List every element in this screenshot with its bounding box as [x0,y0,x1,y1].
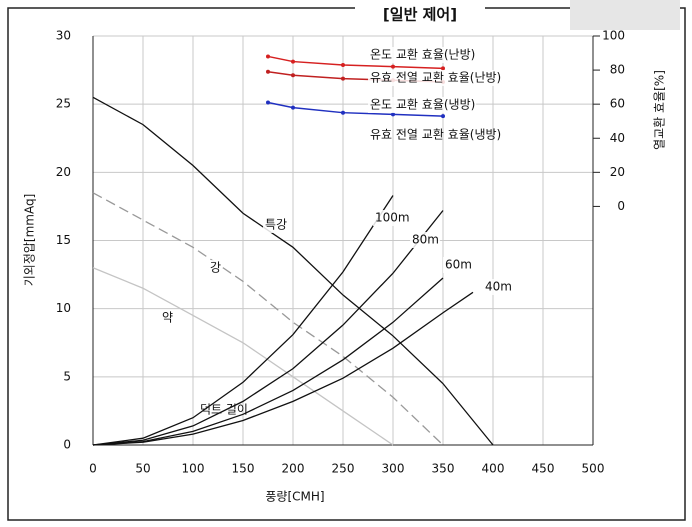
x-tick-label: 150 [232,462,255,476]
series-line [93,292,473,445]
product-image [570,0,680,30]
y-tick-label: 10 [56,301,71,315]
series-point [391,65,395,69]
x-tick-label: 0 [89,462,97,476]
y2-tick-label: 60 [610,97,625,111]
series-label: 80m [412,233,439,247]
y-tick-label: 30 [56,29,71,43]
x-axis-label: 풍량[CMH] [265,490,324,504]
x-tick-label: 300 [382,462,405,476]
chart-title: [일반 제어] [383,6,457,24]
series-label: 60m [445,258,472,272]
series-point [341,63,345,67]
series-label: 강 [210,261,221,275]
y2-tick-label: 20 [610,165,625,179]
y2-axis-label: 열교환 효율[%] [653,70,667,150]
x-tick-label: 50 [135,462,150,476]
series-label: 온도 교환 효율(난방) [370,48,475,62]
y-tick-label: 15 [56,233,71,247]
y2-tick-label: 0 [617,199,625,213]
series-point [266,100,270,104]
series-point [266,70,270,74]
series-point [341,77,345,81]
series-label: 유효 전열 교환 효율(난방) [370,71,501,85]
series-point [291,106,295,110]
y2-tick-label: 100 [602,29,625,43]
series-point [341,111,345,115]
y-tick-label: 0 [63,438,71,452]
chart: [일반 제어] 풍량[CMH] 기외정압[mmAq] 열교환 효율[%] 050… [0,0,692,527]
series-label: 온도 교환 효율(냉방) [370,98,475,112]
y2-tick-label: 80 [610,63,625,77]
series-line [93,278,443,445]
y-tick-label: 20 [56,165,71,179]
x-tick-label: 350 [432,462,455,476]
annotation: 유효 전열 교환 효율(냉방) [370,128,501,142]
x-tick-label: 250 [332,462,355,476]
x-tick-label: 100 [182,462,205,476]
x-tick-label: 450 [532,462,555,476]
series-point [291,73,295,77]
series-point [266,54,270,58]
series-line [93,211,443,445]
series-point [291,60,295,64]
series-label: 약 [162,310,173,325]
series-label: 40m [485,280,512,294]
annotation: 덕트 길이 [200,403,248,417]
x-tick-label: 500 [582,462,605,476]
series-label: 100m [375,211,410,225]
y-axis-label: 기외정압[mmAq] [23,194,37,287]
series-point [441,114,445,118]
x-tick-label: 200 [282,462,305,476]
series-label: 특강 [265,218,287,232]
y2-tick-label: 40 [610,131,625,145]
y-tick-label: 25 [56,97,71,111]
x-tick-label: 400 [482,462,505,476]
y-tick-label: 5 [63,369,71,383]
